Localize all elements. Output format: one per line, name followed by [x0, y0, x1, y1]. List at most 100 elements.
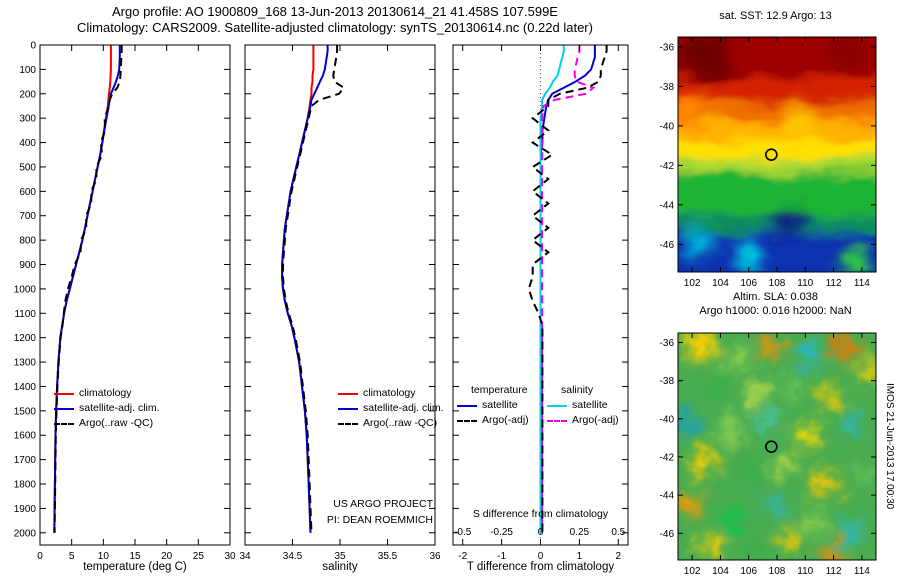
tick-label: -0.5	[454, 527, 472, 538]
imos-timestamp-label: IMOS 21-Jun-2013 17.00:30	[884, 383, 895, 510]
tick-label: 15	[129, 551, 141, 562]
legend-label: Argo(..raw -QC)	[79, 417, 154, 429]
legend-temperature-panel: climatology satellite-adj. clim. Argo(..…	[54, 386, 160, 431]
tick-label: 104	[712, 566, 729, 577]
tick-label: 35	[334, 551, 346, 562]
tick-label: 2000	[14, 528, 37, 539]
tick-label: 102	[684, 566, 701, 577]
legend-label: satellite-adj. clim.	[79, 402, 160, 414]
tick-label: 1900	[14, 504, 37, 515]
legend-label: Argo(-adj)	[482, 414, 529, 426]
tick-label: 114	[854, 278, 870, 289]
sla-argo-position-marker	[765, 440, 778, 453]
argo-project-annotation: US ARGO PROJECT PI: DEAN ROEMMICH	[285, 496, 433, 528]
sla-field	[678, 333, 876, 560]
tick-label: 100	[19, 65, 36, 76]
legend-line-sample	[547, 404, 567, 407]
legend-difference-salinity: salinity satellite Argo(-adj)	[547, 383, 619, 428]
tick-label: 1200	[14, 333, 37, 344]
tick-label: -46	[660, 529, 675, 540]
s-diff-satellite-line	[539, 45, 565, 533]
tick-label: -40	[660, 121, 675, 132]
tick-label: 800	[19, 236, 36, 247]
tick-label: 112	[826, 566, 842, 577]
legend-label: satellite	[572, 399, 608, 411]
tick-label: 0	[538, 551, 544, 562]
tick-label: -36	[660, 338, 675, 349]
tick-label: 20	[161, 551, 173, 562]
tick-label: 108	[769, 278, 786, 289]
sst-map-title: sat. SST: 12.9 Argo: 13	[719, 10, 832, 22]
tick-label: 1	[577, 551, 583, 562]
legend-label: Argo(-adj)	[572, 414, 619, 426]
legend-line-sample	[547, 419, 567, 422]
tick-label: -36	[660, 42, 675, 53]
tick-label: 110	[797, 566, 813, 577]
tick-label: 200	[19, 89, 36, 100]
legend-line-sample	[54, 392, 74, 395]
salinity-axis-label: salinity	[322, 561, 358, 573]
tick-label: -44	[660, 200, 675, 211]
tick-label: -2	[458, 551, 467, 562]
tick-label: 112	[826, 278, 842, 289]
tick-label: -38	[660, 82, 675, 93]
tick-label: 106	[740, 566, 757, 577]
t-difference-axis-label: T difference from climatology	[466, 561, 615, 573]
tick-label: 104	[712, 278, 729, 289]
tick-label: 10	[98, 551, 110, 562]
tick-label: 114	[854, 566, 870, 577]
legend-salinity-panel: climatology satellite-adj. clim. Argo(..…	[338, 386, 444, 431]
tick-label: 1700	[14, 455, 37, 466]
temperature-argo-line	[53, 45, 123, 533]
tick-label: -44	[660, 491, 675, 502]
tick-label: 34.5	[283, 551, 303, 562]
salinity-argo-line	[282, 45, 346, 533]
tick-label: 102	[684, 278, 701, 289]
tick-label: -40	[660, 414, 675, 425]
tick-label: -1	[497, 551, 506, 562]
tick-label: 1500	[14, 406, 37, 417]
legend-label: satellite-adj. clim.	[363, 402, 444, 414]
tick-label: 0	[30, 41, 36, 52]
tick-label: 30	[224, 551, 236, 562]
tick-label: -46	[660, 240, 675, 251]
legend-label: climatology	[363, 387, 416, 399]
tick-label: 34	[239, 551, 251, 562]
tick-label: 35.5	[378, 551, 398, 562]
tick-label: 36	[429, 551, 441, 562]
tick-label: 700	[19, 211, 36, 222]
tick-label: 0	[538, 527, 544, 538]
sla-map-subtitle: Argo h1000: 0.016 h2000: NaN	[699, 305, 852, 317]
legend-label: climatology	[79, 387, 132, 399]
tick-label: -42	[660, 161, 675, 172]
legend-line-sample	[338, 422, 358, 425]
legend-label: Argo(..raw -QC)	[363, 417, 438, 429]
sst-argo-position-marker	[765, 148, 778, 161]
tick-label: 900	[19, 260, 36, 271]
legend-line-sample	[457, 404, 477, 407]
tick-label: 600	[19, 187, 36, 198]
tick-label: 500	[19, 162, 36, 173]
tick-label: 0.25	[570, 527, 590, 538]
figure-subtitle: Climatology: CARS2009. Satellite-adjuste…	[77, 20, 593, 35]
project-line: US ARGO PROJECT	[333, 498, 433, 510]
figure-title: Argo profile: AO 1900809_168 13-Jun-2013…	[112, 4, 558, 19]
legend-line-sample	[54, 407, 74, 410]
legend-line-sample	[457, 419, 477, 422]
s-difference-axis-label: S difference from climatology	[472, 508, 609, 520]
temperature-axis-label: temperature (deg C)	[83, 561, 187, 573]
tick-label: 2	[615, 551, 621, 562]
tick-label: 0	[37, 551, 43, 562]
tick-label: 108	[769, 566, 786, 577]
tick-label: 1600	[14, 431, 37, 442]
sst-field	[678, 37, 876, 272]
tick-label: 1000	[14, 284, 37, 295]
legend-line-sample	[338, 392, 358, 395]
tick-label: 106	[740, 278, 757, 289]
tick-label: 1400	[14, 382, 37, 393]
tick-label: 25	[193, 551, 205, 562]
pi-line: PI: DEAN ROEMMICH	[326, 514, 433, 526]
tick-label: 5	[69, 551, 75, 562]
